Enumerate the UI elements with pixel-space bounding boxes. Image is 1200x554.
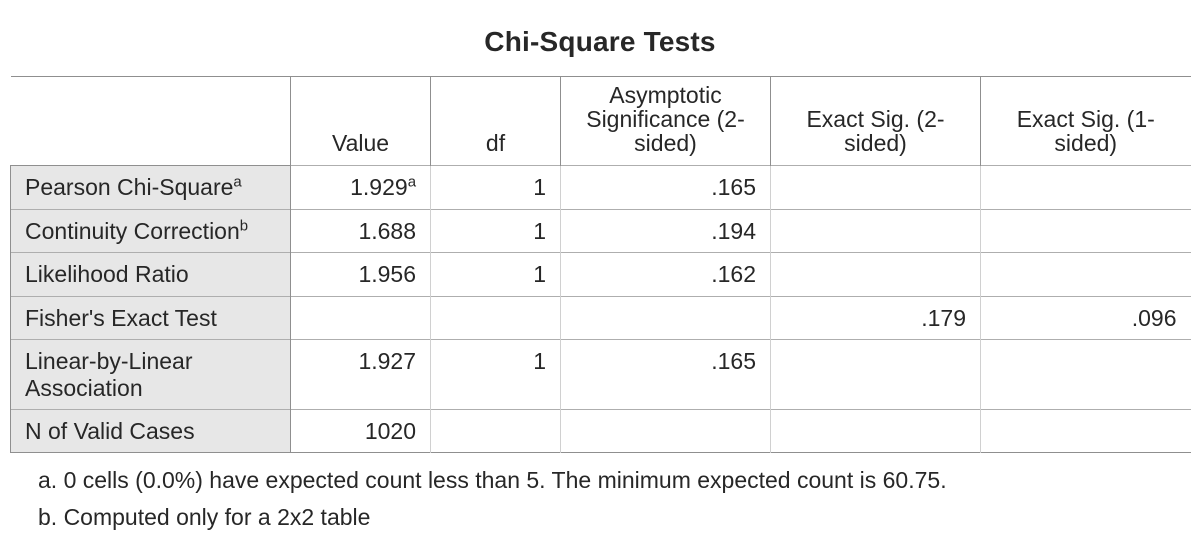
- cell-asymp: .162: [561, 253, 771, 296]
- value-superscript: a: [408, 174, 416, 191]
- cell-value: 1020: [291, 410, 431, 453]
- cell-asymp: .165: [561, 340, 771, 410]
- cell-value: 1.929a: [291, 166, 431, 209]
- col-header-value: Value: [291, 77, 431, 166]
- cell-exact1: .096: [981, 296, 1191, 339]
- row-label-superscript: b: [240, 217, 248, 234]
- cell-exact2: [771, 410, 981, 453]
- row-label: Continuity Correctionb: [11, 209, 291, 252]
- col-header-exact2: Exact Sig. (2-sided): [771, 77, 981, 166]
- table-row: Pearson Chi-Squarea1.929a1.165: [11, 166, 1191, 209]
- col-header-df: df: [431, 77, 561, 166]
- cell-asymp: [561, 410, 771, 453]
- stats-table: Value df Asymptotic Significance (2-side…: [10, 76, 1191, 453]
- row-label: Fisher's Exact Test: [11, 296, 291, 339]
- cell-exact1: [981, 410, 1191, 453]
- table-row: Fisher's Exact Test .179.096: [11, 296, 1191, 339]
- table-title: Chi-Square Tests: [10, 26, 1190, 58]
- cell-exact2: [771, 166, 981, 209]
- cell-df: 1: [431, 209, 561, 252]
- chi-square-tests-table: Chi-Square Tests Value df Asymptotic Sig…: [10, 26, 1190, 534]
- table-row: Likelihood Ratio1.9561.162: [11, 253, 1191, 296]
- cell-value: 1.956: [291, 253, 431, 296]
- row-label: Likelihood Ratio: [11, 253, 291, 296]
- col-header-exact1: Exact Sig. (1-sided): [981, 77, 1191, 166]
- cell-value: [291, 296, 431, 339]
- cell-df: [431, 410, 561, 453]
- cell-asymp: .194: [561, 209, 771, 252]
- footnote-b: b. Computed only for a 2x2 table: [38, 500, 1190, 535]
- cell-exact2: [771, 340, 981, 410]
- row-label: N of Valid Cases: [11, 410, 291, 453]
- cell-df: 1: [431, 253, 561, 296]
- cell-exact2: [771, 253, 981, 296]
- row-label-superscript: a: [233, 174, 241, 191]
- table-row: N of Valid Cases1020: [11, 410, 1191, 453]
- cell-value: 1.688: [291, 209, 431, 252]
- cell-asymp: .165: [561, 166, 771, 209]
- cell-exact1: [981, 166, 1191, 209]
- table-row: Continuity Correctionb1.6881.194: [11, 209, 1191, 252]
- cell-exact2: .179: [771, 296, 981, 339]
- table-row: Linear-by-Linear Association1.9271.165: [11, 340, 1191, 410]
- cell-exact1: [981, 209, 1191, 252]
- row-label: Pearson Chi-Squarea: [11, 166, 291, 209]
- footnote-a: a. 0 cells (0.0%) have expected count le…: [38, 463, 1190, 498]
- col-header-asymp: Asymptotic Significance (2-sided): [561, 77, 771, 166]
- cell-df: 1: [431, 166, 561, 209]
- row-label: Linear-by-Linear Association: [11, 340, 291, 410]
- header-stub: [11, 77, 291, 166]
- cell-value: 1.927: [291, 340, 431, 410]
- column-header-row: Value df Asymptotic Significance (2-side…: [11, 77, 1191, 166]
- cell-exact2: [771, 209, 981, 252]
- cell-exact1: [981, 253, 1191, 296]
- cell-df: 1: [431, 340, 561, 410]
- cell-asymp: [561, 296, 771, 339]
- cell-df: [431, 296, 561, 339]
- footnotes: a. 0 cells (0.0%) have expected count le…: [38, 463, 1190, 534]
- cell-exact1: [981, 340, 1191, 410]
